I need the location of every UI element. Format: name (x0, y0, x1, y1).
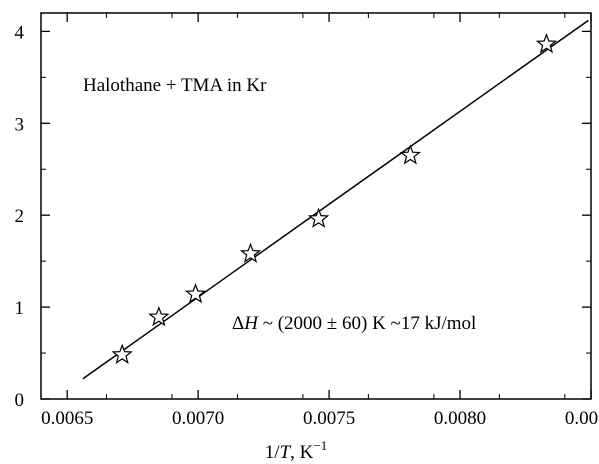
x-axis-title-t: T (280, 442, 292, 463)
plot-marks (82, 19, 589, 380)
plot-frame (40, 12, 592, 400)
x-axis-ticks: 0.0065 0.0070 0.0075 0.0080 0.0085 (40, 13, 599, 429)
y-tick-label: 1 (15, 298, 25, 319)
x-tick-label: 0.0065 (41, 408, 93, 429)
fit-line (82, 19, 589, 380)
x-tick-label: 0.0070 (172, 408, 224, 429)
data-point-star (535, 33, 558, 54)
data-point-star (184, 283, 207, 304)
annotation-enthalpy-h: H (243, 313, 259, 334)
data-point-star (307, 207, 330, 228)
data-point-star (399, 144, 421, 165)
x-tick-label: 0.0085 (565, 408, 599, 429)
data-point-star (239, 242, 262, 263)
annotation-system: Halothane + TMA in Kr (83, 75, 267, 96)
y-tick-label: 2 (15, 206, 25, 227)
x-axis-title: 1/T, K−1 (265, 438, 327, 463)
x-tick-label: 0.0080 (434, 408, 486, 429)
annotation-enthalpy: ΔH ~ (2000 ± 60) K ~17 kJ/mol (232, 313, 476, 334)
y-tick-label: 4 (15, 22, 25, 43)
data-point-star (111, 343, 133, 364)
data-point-star (148, 305, 170, 327)
annotation-enthalpy-rest: ~ (2000 ± 60) K ~17 kJ/mol (258, 313, 476, 334)
y-tick-label: 0 (15, 390, 25, 411)
annotation-enthalpy-delta: Δ (232, 313, 244, 334)
x-axis-title-exponent: −1 (313, 438, 327, 453)
x-axis-title-prefix: 1/ (265, 442, 281, 463)
y-axis-ticks: 0 1 2 3 4 (15, 22, 591, 411)
x-tick-label: 0.0075 (303, 408, 355, 429)
y-tick-label: 3 (15, 114, 25, 135)
x-axis-title-unit: , K (290, 442, 314, 463)
